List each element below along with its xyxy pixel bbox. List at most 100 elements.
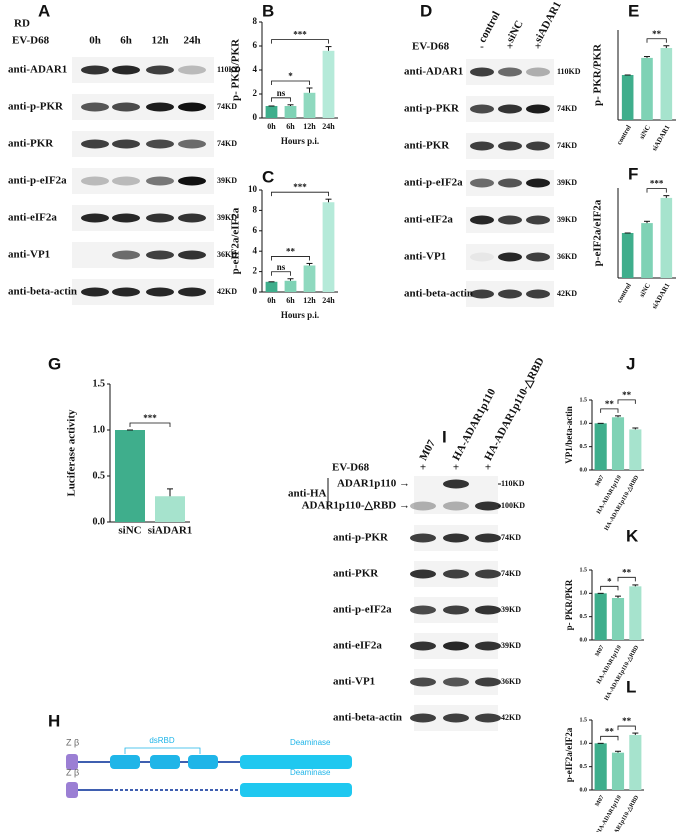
band bbox=[81, 139, 109, 149]
row-label: anti-PKR bbox=[404, 140, 450, 152]
kd-label: 110KD bbox=[501, 479, 525, 488]
band bbox=[475, 605, 501, 615]
band bbox=[112, 176, 140, 186]
x-tick-label: siADAR1 bbox=[650, 123, 671, 152]
y-tick-label: 6 bbox=[253, 225, 258, 235]
kd-label: 39KD bbox=[501, 605, 521, 614]
treatment-mark: + bbox=[420, 462, 426, 474]
bar bbox=[621, 75, 634, 120]
significance-bracket bbox=[271, 271, 291, 276]
band bbox=[81, 251, 109, 260]
kd-label: 39KD bbox=[557, 215, 577, 224]
band bbox=[475, 713, 501, 723]
x-tick-label: 6h bbox=[286, 122, 295, 131]
band bbox=[178, 65, 206, 75]
x-tick-label: siNC bbox=[638, 282, 652, 299]
x-tick-label: 24h bbox=[322, 122, 335, 131]
band bbox=[470, 67, 494, 77]
panel-letter: C bbox=[262, 167, 274, 186]
panel-letter: L bbox=[626, 677, 636, 696]
band bbox=[443, 479, 469, 489]
band bbox=[443, 501, 469, 511]
x-tick-label: M07 bbox=[595, 645, 606, 658]
significance-label: *** bbox=[293, 182, 307, 192]
y-axis-label: p- PKR/PKR bbox=[564, 579, 574, 630]
kd-label: 39KD bbox=[557, 178, 577, 187]
y-tick-label: 1.0 bbox=[93, 424, 106, 435]
panel-letter: G bbox=[48, 354, 61, 373]
band bbox=[146, 213, 174, 223]
treatment-mark: + bbox=[453, 462, 459, 474]
bar bbox=[284, 106, 297, 118]
band bbox=[410, 533, 436, 543]
dsrbd-brace bbox=[124, 747, 201, 754]
y-tick-label: 0.0 bbox=[580, 467, 588, 473]
x-tick-label: control bbox=[615, 282, 633, 304]
row-label: anti-VP1 bbox=[404, 251, 446, 263]
significance-bracket bbox=[600, 585, 619, 591]
bar bbox=[611, 417, 625, 470]
band bbox=[526, 215, 550, 225]
significance-label: ** bbox=[652, 29, 662, 39]
significance-label: ** bbox=[286, 247, 296, 257]
kd-label: 110KD bbox=[557, 67, 581, 76]
row-label: anti-PKR bbox=[8, 138, 54, 150]
significance-label: *** bbox=[143, 413, 157, 423]
band bbox=[410, 480, 436, 489]
band bbox=[498, 289, 522, 299]
band bbox=[178, 102, 206, 112]
treatment: EV-D68 bbox=[412, 41, 450, 53]
lane-label: 0h bbox=[89, 35, 101, 47]
kd-label: 42KD bbox=[557, 289, 577, 298]
y-axis-label: p-eIF2a/eIF2a bbox=[230, 207, 242, 274]
y-axis-label: p-eIF2a/eIF2a bbox=[592, 199, 604, 266]
bar bbox=[611, 598, 625, 640]
band bbox=[475, 677, 501, 687]
row-label: anti-VP1 bbox=[333, 676, 375, 688]
kd-label: 42KD bbox=[501, 713, 521, 722]
bar bbox=[621, 233, 634, 278]
band bbox=[410, 569, 436, 579]
row-label: anti-p-eIF2a bbox=[404, 177, 463, 189]
error-bar bbox=[306, 87, 313, 93]
band bbox=[146, 250, 174, 260]
bar bbox=[629, 734, 642, 790]
x-tick-label: siNC bbox=[638, 124, 652, 141]
band bbox=[146, 139, 174, 149]
kd-label: 36KD bbox=[557, 252, 577, 261]
row-label: anti-p-PKR bbox=[8, 101, 64, 113]
band bbox=[146, 176, 174, 186]
significance-label: * bbox=[288, 71, 293, 81]
sub-label: ADAR1p110-△RBD → bbox=[302, 500, 410, 512]
bar bbox=[629, 429, 642, 470]
bar bbox=[660, 48, 673, 120]
significance-bracket bbox=[600, 408, 619, 413]
row-label: anti-beta-actin bbox=[8, 286, 77, 298]
band bbox=[526, 289, 550, 299]
significance-bracket bbox=[271, 256, 310, 261]
row-label: anti-beta-actin bbox=[333, 712, 402, 724]
y-tick-label: 6 bbox=[253, 40, 258, 50]
band bbox=[526, 252, 550, 262]
deaminase bbox=[240, 783, 352, 797]
bar bbox=[265, 106, 278, 118]
panel-letter: E bbox=[628, 1, 639, 20]
band bbox=[498, 252, 522, 262]
band bbox=[410, 641, 436, 651]
error-bar bbox=[615, 750, 621, 753]
row-label: anti-HA bbox=[288, 488, 327, 500]
y-axis-label: Luciferase activity bbox=[66, 409, 78, 497]
domain-label: Deaminase bbox=[290, 768, 331, 777]
kd-label: 74KD bbox=[557, 104, 577, 113]
significance-bracket bbox=[617, 399, 636, 404]
y-tick-label: 4 bbox=[253, 64, 258, 74]
y-tick-label: 1.5 bbox=[580, 397, 588, 403]
band bbox=[178, 213, 206, 223]
significance-label: ** bbox=[622, 390, 632, 400]
row-label: anti-eIF2a bbox=[333, 640, 382, 652]
x-tick-label: 6h bbox=[286, 296, 295, 305]
error-bar bbox=[287, 278, 294, 281]
domain-label: Z β bbox=[66, 737, 79, 747]
kd-label: 74KD bbox=[557, 141, 577, 150]
